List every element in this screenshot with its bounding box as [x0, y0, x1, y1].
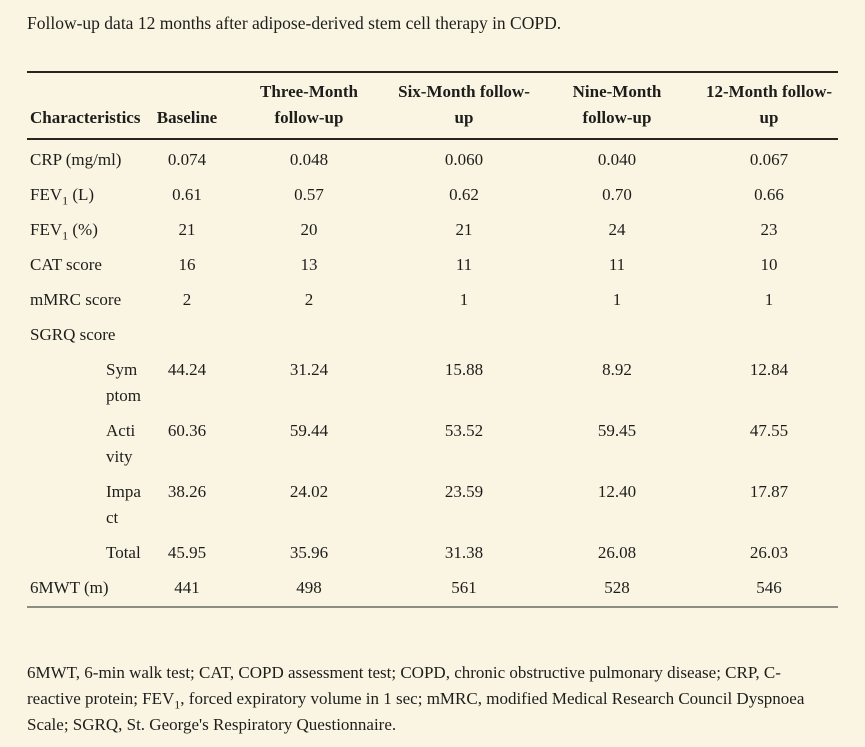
fev-subscript: 1 [174, 697, 181, 712]
footnote-text: , forced expiratory volume in 1 sec; mMR… [27, 689, 805, 734]
table-caption: Follow-up data 12 months after adipose-d… [27, 13, 562, 33]
cell-value: 2 [304, 290, 314, 309]
cell-value [534, 318, 700, 353]
fev-subscript: 1 [62, 193, 69, 208]
cell-value [394, 318, 534, 353]
cell-value: 0.048 [289, 150, 329, 169]
cell-value: 20 [300, 220, 318, 239]
row-sgrq-total: Total 45.95 35.96 31.38 26.08 26.03 [27, 536, 838, 571]
cell-value: 12.84 [749, 360, 789, 379]
row-label: SGRQ score [30, 325, 116, 344]
fev-label-unit: (%) [68, 220, 98, 239]
cell-value: 44.24 [167, 360, 207, 379]
col-header-characteristics: Characteristics [30, 108, 141, 127]
cell-value: 0.70 [602, 185, 632, 204]
row-label: Sym ptom [106, 360, 141, 405]
cell-value: 59.45 [597, 421, 637, 440]
row-label: CRP (mg/ml) [30, 150, 122, 169]
cell-value: 1 [459, 290, 469, 309]
cell-value: 12.40 [597, 482, 637, 501]
cell-value: 11 [608, 255, 626, 274]
cell-value: 53.52 [444, 421, 484, 440]
row-label: mMRC score [30, 290, 122, 309]
cell-value: 23.59 [444, 482, 484, 501]
row-label: FEV1 (%) [27, 213, 150, 248]
row-sgrq-impact: Impa ct 38.26 24.02 23.59 12.40 17.87 [27, 475, 838, 536]
cell-value: 16 [178, 255, 196, 274]
row-cat: CAT score 16 13 11 11 10 [27, 248, 838, 283]
cell-value [700, 318, 838, 353]
cell-value: 26.03 [749, 543, 789, 562]
fev-label-text: FEV [30, 220, 63, 239]
row-mmrc: mMRC score 2 2 1 1 1 [27, 283, 838, 318]
cell-value: 0.66 [754, 185, 784, 204]
cell-value: 15.88 [444, 360, 484, 379]
cell-value: 0.57 [294, 185, 324, 204]
row-label: Acti vity [106, 421, 136, 466]
abbreviations-footnote: 6MWT, 6-min walk test; CAT, COPD assessm… [27, 660, 845, 738]
cell-value: 0.074 [167, 150, 207, 169]
row-fev1-l: FEV1 (L) 0.61 0.57 0.62 0.70 0.66 [27, 178, 838, 213]
row-sgrq-symptom: Sym ptom 44.24 31.24 15.88 8.92 12.84 [27, 353, 838, 414]
cell-value: 0.040 [597, 150, 637, 169]
cell-value: 1 [764, 290, 774, 309]
cell-value: 59.44 [289, 421, 329, 440]
row-6mwt: 6MWT (m) 441 498 561 528 546 [27, 571, 838, 607]
row-label: FEV1 (L) [27, 178, 150, 213]
cell-value: 31.24 [289, 360, 329, 379]
cell-value: 21 [455, 220, 473, 239]
cell-value: 441 [174, 578, 200, 597]
cell-value: 17.87 [749, 482, 789, 501]
row-sgrq-header: SGRQ score [27, 318, 838, 353]
fev-label-text: FEV [30, 185, 63, 204]
cell-value: 8.92 [602, 360, 632, 379]
cell-value: 2 [182, 290, 192, 309]
row-label: Impa ct [106, 482, 141, 527]
cell-value: 0.61 [172, 185, 202, 204]
cell-value: 23 [760, 220, 778, 239]
cell-value: 0.62 [449, 185, 479, 204]
row-label: 6MWT (m) [30, 578, 109, 597]
cell-value [150, 318, 224, 353]
cell-value: 24.02 [289, 482, 329, 501]
cell-value: 47.55 [749, 421, 789, 440]
col-header-six-month: Six-Month follow- up [398, 82, 530, 127]
cell-value: 35.96 [289, 543, 329, 562]
cell-value: 38.26 [167, 482, 207, 501]
row-label: Total [106, 543, 141, 562]
cell-value: 45.95 [167, 543, 207, 562]
footnote-text: 6MWT, 6-min walk test; CAT, COPD assessm… [27, 663, 781, 708]
cell-value: 13 [300, 255, 318, 274]
fev-label-unit: (L) [68, 185, 95, 204]
row-label: CAT score [30, 255, 102, 274]
col-header-twelve-month: 12-Month follow- up [705, 82, 833, 127]
cell-value: 10 [760, 255, 778, 274]
col-header-baseline: Baseline [156, 108, 218, 127]
row-sgrq-activity: Acti vity 60.36 59.44 53.52 59.45 47.55 [27, 414, 838, 475]
cell-value: 11 [455, 255, 473, 274]
row-fev1-pct: FEV1 (%) 21 20 21 24 23 [27, 213, 838, 248]
cell-value: 0.067 [749, 150, 789, 169]
row-crp: CRP (mg/ml) 0.074 0.048 0.060 0.040 0.06… [27, 139, 838, 178]
cell-value: 21 [178, 220, 196, 239]
fev-subscript: 1 [62, 228, 69, 243]
cell-value: 26.08 [597, 543, 637, 562]
cell-value [224, 318, 394, 353]
cell-value: 60.36 [167, 421, 207, 440]
cell-value: 546 [756, 578, 782, 597]
cell-value: 561 [451, 578, 477, 597]
cell-value: 1 [612, 290, 622, 309]
cell-value: 0.060 [444, 150, 484, 169]
cell-value: 24 [608, 220, 626, 239]
header-row: Characteristics Baseline Three-Month fol… [27, 72, 838, 139]
followup-table: Characteristics Baseline Three-Month fol… [27, 71, 838, 608]
cell-value: 31.38 [444, 543, 484, 562]
col-header-three-month: Three-Month follow-up [260, 82, 358, 127]
col-header-nine-month: Nine-Month follow-up [572, 82, 662, 127]
cell-value: 528 [604, 578, 630, 597]
cell-value: 498 [296, 578, 322, 597]
